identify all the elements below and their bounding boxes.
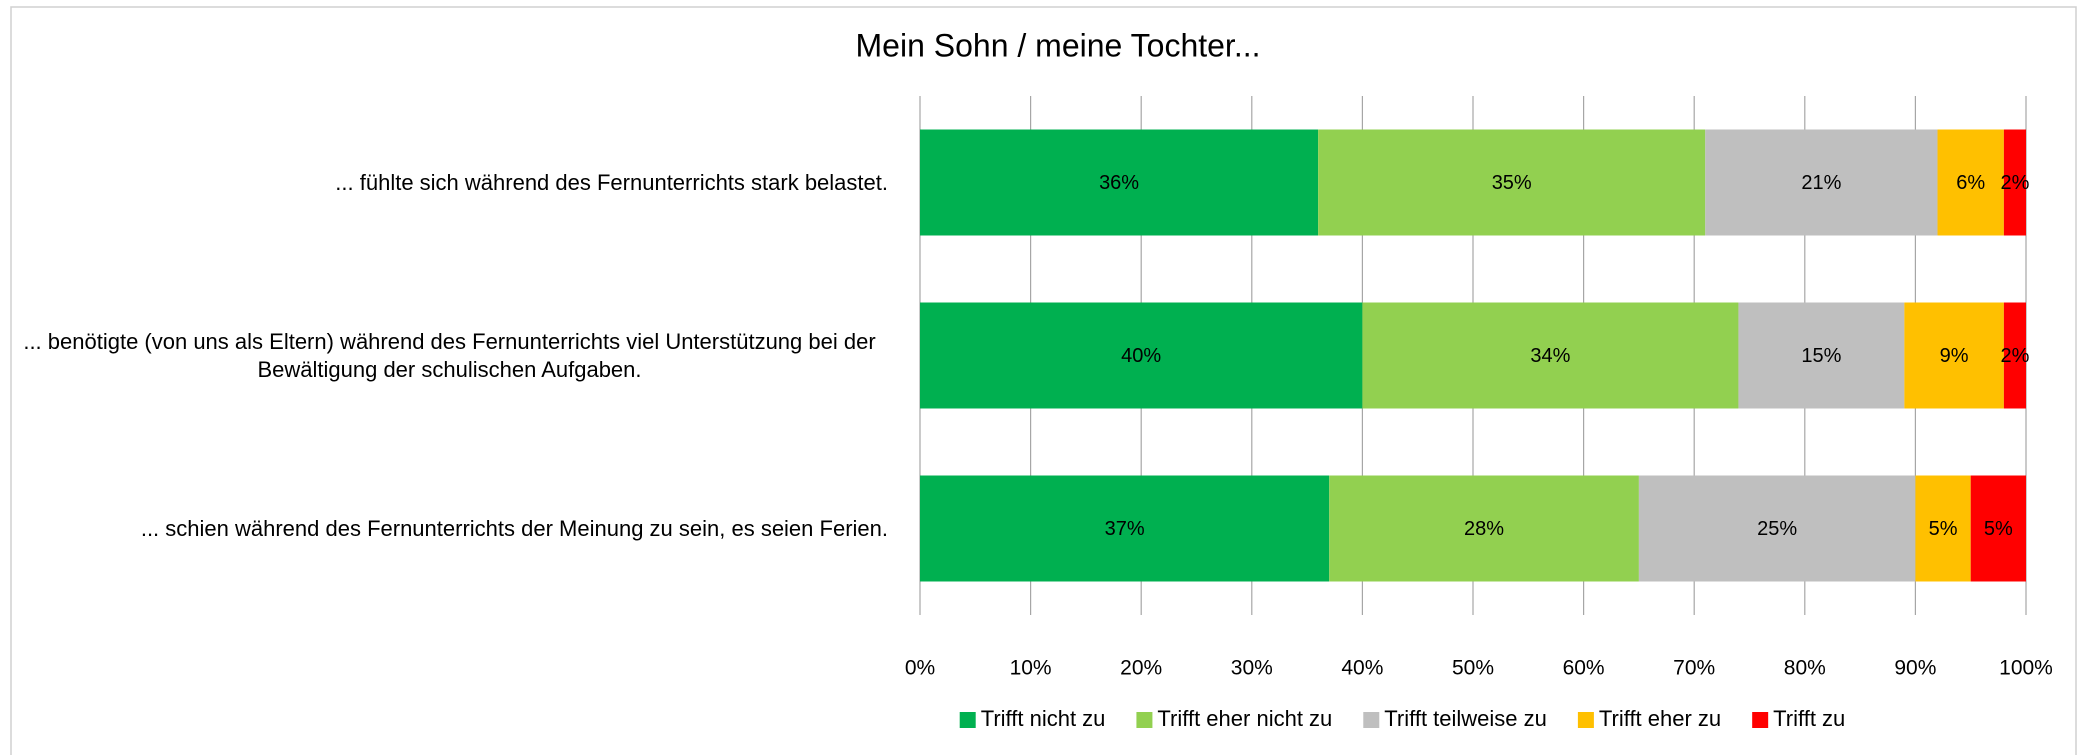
category-label: ... fühlte sich während des Fernunterric… [11,169,888,197]
value-label: 2% [2000,345,2029,367]
bar-segment [920,129,1319,236]
bar-segment [1638,475,1916,582]
legend-swatch [959,712,976,728]
bar-segment [1329,475,1639,582]
value-label: 15% [1801,345,1841,367]
legend-label: Trifft nicht zu [981,706,1106,731]
bar-segment [2003,129,2026,236]
chart-title: Mein Sohn / meine Tochter... [856,27,1261,63]
x-tick-label: 0% [905,657,935,680]
value-label: 40% [1121,345,1161,367]
x-tick-label: 20% [1120,657,1162,680]
legend-label: Trifft eher nicht zu [1157,706,1332,731]
bar-segment [1970,475,2026,582]
value-label: 5% [1929,518,1958,540]
value-label: 5% [1984,518,2013,540]
legend-swatch [1752,712,1769,728]
value-label: 37% [1105,518,1145,540]
bar-segment [2003,302,2026,409]
category-label: ... schien während des Fernunterrichts d… [11,515,888,543]
category-text: ... fühlte sich während des Fernunterric… [335,169,888,195]
bar-segment [920,302,1363,409]
x-tick-label: 50% [1452,657,1494,680]
legend-swatch [1363,712,1380,728]
legend-label: Trifft eher zu [1599,706,1721,731]
bar-segment [1705,129,1938,236]
x-tick-label: 40% [1341,657,1383,680]
bar-segment [1738,302,1905,409]
value-label: 36% [1099,172,1139,194]
value-label: 6% [1956,172,1985,194]
value-label: 21% [1801,172,1841,194]
value-label: 2% [2000,172,2029,194]
category-label: ... benötigte (von uns als Eltern) währe… [11,328,888,384]
legend-label: Trifft teilweise zu [1384,706,1547,731]
legend-label: Trifft zu [1773,706,1845,731]
x-tick-label: 30% [1231,657,1273,680]
value-label: 34% [1530,345,1570,367]
category-text: ... schien während des Fernunterrichts d… [140,515,888,541]
value-label: 25% [1757,518,1797,540]
bar-segment [1904,302,2004,409]
x-tick-label: 80% [1784,657,1826,680]
chart-frame [10,6,2077,755]
bar-segment [1362,302,1739,409]
x-tick-label: 10% [1010,657,1052,680]
legend-swatch [1577,712,1594,728]
bar-segment [1318,129,1706,236]
value-label: 28% [1464,518,1504,540]
value-label: 35% [1492,172,1532,194]
bar-segment [1915,475,1971,582]
bar-segment [920,475,1330,582]
x-tick-label: 60% [1563,657,1605,680]
x-tick-label: 70% [1673,657,1715,680]
legend-swatch [1136,712,1153,728]
bar-segment [1937,129,2004,236]
x-tick-label: 90% [1894,657,1936,680]
x-tick-label: 100% [1999,657,2053,680]
value-label: 9% [1940,345,1969,367]
category-text: ... benötigte (von uns als Eltern) währe… [23,328,876,382]
